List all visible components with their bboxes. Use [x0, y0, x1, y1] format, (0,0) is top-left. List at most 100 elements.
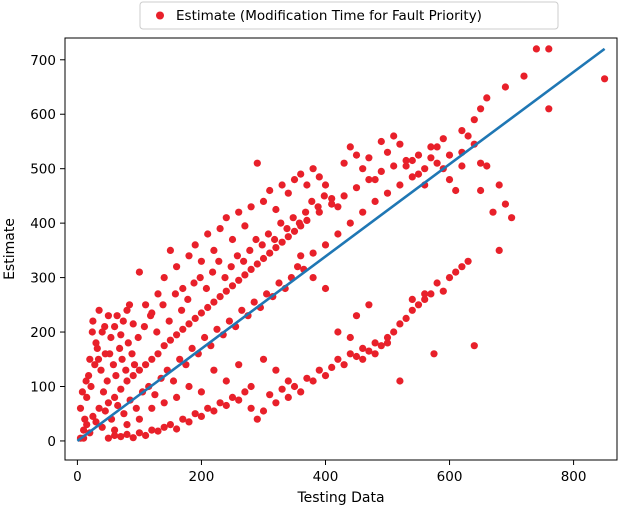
data-point [272, 205, 280, 214]
data-point [359, 208, 367, 216]
data-point [213, 325, 221, 333]
data-point [439, 135, 447, 143]
data-point [241, 222, 249, 230]
data-point [284, 377, 292, 385]
data-point [501, 83, 509, 91]
data-point [197, 257, 205, 265]
data-point [119, 317, 127, 325]
data-point [185, 382, 193, 391]
data-point [252, 235, 260, 244]
x-axis-title: Testing Data [296, 490, 384, 506]
data-point [253, 415, 261, 423]
data-point [160, 399, 168, 407]
data-point [159, 301, 167, 309]
data-point [122, 366, 130, 374]
data-point [95, 306, 103, 314]
data-point [129, 320, 137, 328]
legend: Estimate (Modification Time for Fault Pr… [139, 1, 559, 30]
data-point [297, 388, 305, 396]
data-point [377, 137, 385, 146]
data-point [215, 257, 223, 265]
data-point [371, 350, 379, 358]
data-point [545, 105, 553, 113]
legend-marker [156, 11, 164, 20]
data-point [204, 230, 212, 238]
data-point [295, 219, 303, 227]
data-point [169, 377, 178, 385]
data-point [148, 355, 156, 363]
data-point [85, 372, 93, 380]
data-point [204, 404, 212, 412]
data-point [266, 391, 274, 399]
data-point [383, 189, 392, 197]
data-point [334, 230, 342, 238]
data-point [309, 377, 317, 385]
data-point [78, 388, 86, 396]
data-point [82, 377, 90, 385]
data-point [365, 176, 373, 184]
data-point [173, 425, 181, 433]
data-point [111, 426, 119, 434]
data-point [352, 151, 361, 159]
y-axis-title: Estimate [2, 218, 18, 280]
data-point [178, 306, 186, 314]
data-point [173, 263, 181, 271]
data-point [111, 431, 119, 440]
data-point [321, 181, 330, 189]
data-point [464, 132, 472, 140]
data-point [235, 361, 243, 369]
data-point [532, 45, 541, 53]
data-point [91, 361, 99, 369]
data-point [278, 385, 286, 393]
data-point [120, 410, 128, 418]
data-point [225, 317, 233, 325]
data-point [458, 127, 466, 135]
data-point [135, 415, 143, 423]
fit-line [76, 47, 606, 442]
data-point [289, 214, 297, 222]
data-point [489, 208, 497, 216]
data-point [142, 431, 150, 440]
data-point [210, 298, 218, 306]
data-point [191, 241, 199, 249]
data-point [290, 227, 299, 235]
data-point [154, 427, 162, 435]
y-tick-label: 200 [30, 325, 56, 341]
data-point [171, 290, 179, 298]
data-point [321, 284, 330, 293]
data-point [112, 372, 120, 380]
data-point [132, 404, 140, 412]
data-point [501, 200, 509, 208]
legend-label: Estimate (Modification Time for Fault Pr… [176, 8, 482, 24]
data-point [408, 173, 416, 181]
y-tick-label: 100 [30, 379, 56, 395]
data-point [160, 274, 168, 282]
data-point [340, 159, 348, 167]
data-point [264, 230, 272, 238]
data-point [458, 162, 466, 170]
data-point [277, 219, 285, 227]
data-point [88, 328, 96, 336]
data-point [520, 72, 528, 80]
data-point [334, 355, 342, 363]
data-point [377, 342, 385, 350]
data-point [104, 434, 112, 442]
data-point [204, 303, 212, 312]
data-point [222, 401, 230, 410]
data-point [408, 156, 416, 165]
data-point [396, 320, 404, 328]
data-point [228, 282, 237, 290]
data-point [421, 165, 429, 173]
data-point [92, 339, 100, 347]
data-point [278, 238, 286, 246]
data-point [396, 377, 404, 385]
data-point [346, 219, 354, 227]
data-point [92, 418, 100, 426]
data-point [284, 189, 292, 197]
data-point [166, 246, 174, 254]
data-point [109, 361, 117, 369]
data-point [228, 393, 237, 401]
data-point [495, 181, 503, 189]
data-point [321, 241, 330, 249]
